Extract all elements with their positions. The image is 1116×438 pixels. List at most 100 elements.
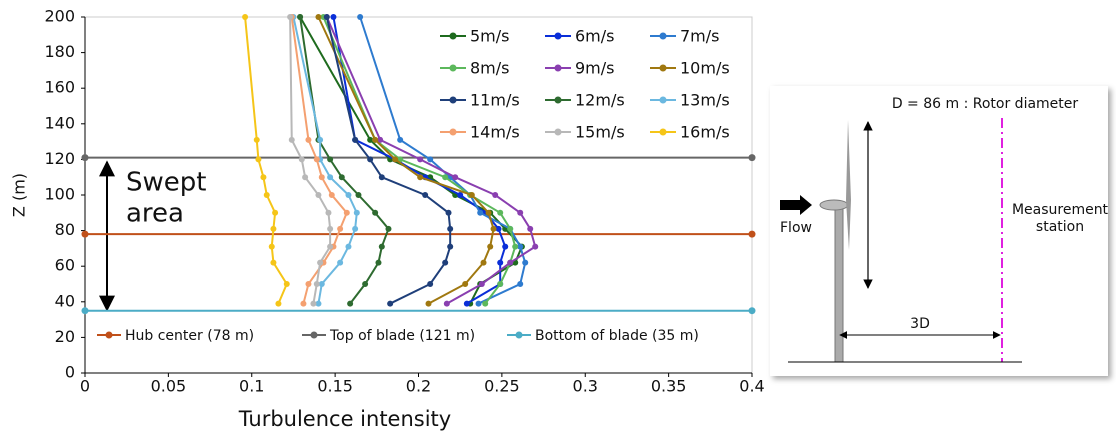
data-point bbox=[485, 209, 492, 216]
legend-swatch bbox=[449, 128, 457, 136]
data-point bbox=[387, 300, 394, 307]
reference-end bbox=[748, 230, 756, 238]
reference-end bbox=[81, 307, 89, 315]
data-point bbox=[478, 281, 485, 287]
x-tick-label: 0.25 bbox=[484, 377, 520, 396]
legend-swatch bbox=[659, 64, 667, 72]
data-point bbox=[497, 259, 504, 266]
legend-label: 14m/s bbox=[470, 123, 520, 142]
data-point bbox=[310, 300, 317, 307]
data-point bbox=[315, 14, 322, 20]
data-point bbox=[445, 209, 452, 216]
data-point bbox=[337, 225, 344, 232]
data-point bbox=[532, 243, 539, 250]
data-point bbox=[422, 192, 429, 198]
data-point bbox=[327, 243, 334, 250]
data-point bbox=[442, 174, 449, 181]
y-tick-label: 40 bbox=[55, 291, 75, 310]
data-point bbox=[512, 243, 519, 250]
data-point bbox=[283, 281, 290, 287]
data-point bbox=[502, 243, 509, 250]
data-point bbox=[417, 156, 424, 163]
data-point bbox=[397, 136, 404, 143]
data-point bbox=[318, 281, 325, 287]
measurement-label: station bbox=[1036, 219, 1084, 235]
data-point bbox=[313, 156, 320, 163]
data-point bbox=[328, 192, 335, 198]
data-point bbox=[490, 225, 497, 232]
data-point bbox=[288, 136, 295, 143]
data-point bbox=[377, 136, 384, 143]
data-point bbox=[352, 225, 359, 232]
data-point bbox=[343, 209, 350, 216]
data-point bbox=[302, 174, 309, 181]
data-point bbox=[352, 136, 359, 143]
data-point bbox=[362, 281, 369, 287]
tower bbox=[834, 204, 844, 363]
data-point bbox=[323, 14, 330, 20]
data-point bbox=[313, 281, 320, 287]
data-point bbox=[378, 243, 385, 250]
data-point bbox=[317, 259, 324, 266]
data-point bbox=[468, 192, 475, 198]
data-point bbox=[330, 14, 337, 20]
legend-label: 8m/s bbox=[470, 59, 510, 78]
legend-label: 6m/s bbox=[575, 27, 615, 46]
data-point bbox=[297, 14, 304, 20]
legend-swatch bbox=[449, 32, 457, 40]
legend-swatch bbox=[554, 96, 562, 104]
x-tick-label: 0.1 bbox=[239, 377, 264, 396]
diagram-box bbox=[770, 86, 1108, 376]
data-point bbox=[270, 259, 277, 266]
annotation: area bbox=[126, 199, 184, 229]
data-point bbox=[443, 300, 450, 307]
legend-label: 11m/s bbox=[470, 91, 520, 110]
legend-swatch bbox=[515, 331, 523, 339]
data-point bbox=[482, 300, 489, 307]
y-tick-label: 0 bbox=[65, 363, 75, 382]
data-point bbox=[462, 281, 469, 287]
data-point bbox=[263, 192, 270, 198]
data-point bbox=[355, 192, 362, 198]
data-point bbox=[327, 174, 334, 181]
data-point bbox=[315, 300, 322, 307]
data-point bbox=[447, 243, 454, 250]
data-point bbox=[367, 136, 374, 143]
y-tick-label: 120 bbox=[44, 149, 75, 168]
x-tick-label: 0.3 bbox=[573, 377, 598, 396]
series-line bbox=[299, 16, 390, 305]
data-point bbox=[345, 192, 352, 198]
legend-label: 10m/s bbox=[680, 59, 730, 78]
data-point bbox=[318, 174, 325, 181]
data-point bbox=[327, 225, 334, 232]
data-point bbox=[517, 281, 524, 287]
data-point bbox=[527, 225, 534, 232]
data-point bbox=[507, 225, 514, 232]
legend-label: 13m/s bbox=[680, 91, 730, 110]
data-point bbox=[347, 300, 354, 307]
data-point bbox=[487, 243, 494, 250]
legend-swatch bbox=[554, 32, 562, 40]
reference-end bbox=[81, 230, 89, 238]
legend-swatch bbox=[659, 32, 667, 40]
data-point bbox=[497, 281, 504, 287]
legend-label: 16m/s bbox=[680, 123, 730, 142]
x-tick-label: 0.15 bbox=[317, 377, 353, 396]
data-point bbox=[463, 300, 470, 307]
data-point bbox=[507, 259, 514, 266]
series-line bbox=[244, 16, 288, 304]
legend-swatch bbox=[554, 128, 562, 136]
data-point bbox=[337, 259, 344, 266]
data-point bbox=[385, 225, 392, 232]
nacelle bbox=[819, 199, 849, 211]
x-tick-label: 0.05 bbox=[151, 377, 187, 396]
y-tick-label: 140 bbox=[44, 113, 75, 132]
reference-end bbox=[748, 307, 756, 315]
data-point bbox=[260, 174, 267, 181]
data-point bbox=[242, 14, 249, 20]
legend-label: 7m/s bbox=[680, 27, 720, 46]
x-axis-title: Turbulence intensity bbox=[238, 407, 451, 431]
data-point bbox=[457, 192, 464, 198]
data-point bbox=[495, 225, 502, 232]
